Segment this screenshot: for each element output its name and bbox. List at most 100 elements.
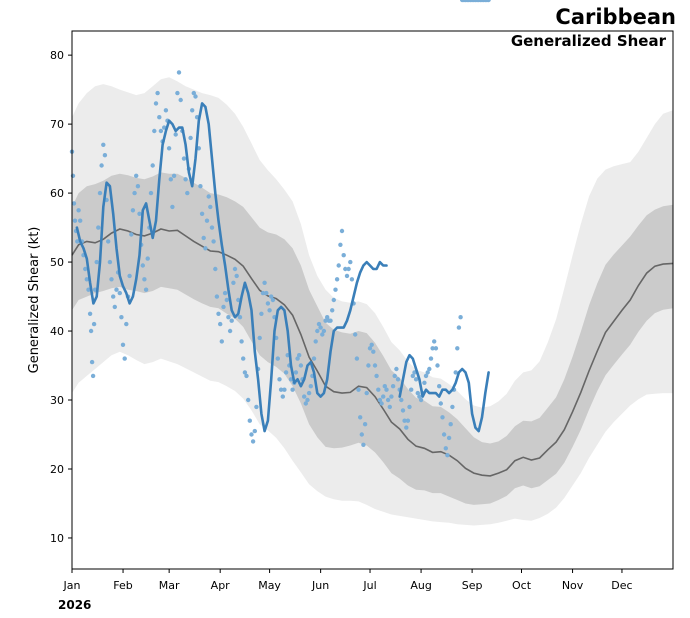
observed-point: [137, 211, 142, 216]
observed-point: [87, 311, 93, 316]
observed-point: [346, 266, 351, 272]
observed-point: [445, 453, 450, 458]
observed-point: [260, 290, 266, 296]
observed-point: [224, 297, 229, 303]
y-tick-label: 70: [50, 118, 64, 131]
observed-point: [400, 408, 406, 413]
observed-point: [204, 218, 210, 223]
observed-point: [142, 277, 147, 282]
observed-point: [213, 266, 218, 272]
observed-point: [211, 239, 216, 244]
observed-point: [259, 311, 264, 316]
observed-point: [379, 401, 384, 406]
observed-point: [157, 115, 162, 120]
observed-point: [308, 384, 313, 389]
observed-point: [72, 218, 78, 223]
observed-point: [334, 277, 340, 282]
climatology-mean-line: [71, 228, 674, 477]
observed-point: [325, 315, 330, 320]
observed-point: [369, 342, 374, 347]
observed-point: [152, 128, 157, 134]
observed-point: [119, 315, 124, 320]
observed-point: [446, 435, 452, 441]
observed-point: [427, 366, 432, 372]
observed-point: [264, 290, 269, 296]
observed-point: [193, 94, 198, 99]
observed-point: [234, 273, 239, 279]
observed-point: [173, 132, 178, 137]
observed-point: [430, 346, 435, 351]
observed-point: [181, 156, 187, 161]
observed-point: [456, 325, 462, 330]
observed-point: [107, 259, 113, 265]
observed-point: [244, 373, 249, 379]
observed-point: [277, 377, 282, 382]
observed-point: [241, 356, 246, 361]
outer-band-layer: [72, 77, 673, 526]
observed-point: [135, 184, 141, 189]
observed-point: [76, 208, 81, 213]
observed-point: [153, 101, 159, 106]
observed-point: [168, 177, 173, 182]
observed-point: [377, 397, 383, 403]
observed-point: [99, 163, 104, 168]
observed-point: [129, 232, 134, 237]
observed-point: [83, 266, 88, 272]
observed-point: [303, 401, 308, 406]
observed-point: [145, 256, 150, 261]
observed-point: [364, 390, 369, 396]
observed-point: [90, 373, 96, 379]
observed-point: [402, 418, 407, 423]
observed-point: [311, 356, 317, 361]
observed-point: [297, 353, 302, 358]
observed-point: [443, 446, 448, 451]
plot-frame: [71, 30, 674, 570]
observed-point: [423, 373, 429, 379]
observed-point: [206, 194, 211, 199]
observed-point: [134, 173, 139, 178]
observed-point: [265, 301, 271, 306]
observed-point: [84, 277, 90, 282]
observed-point: [353, 332, 358, 337]
observed-point: [102, 153, 108, 158]
observed-point: [425, 370, 430, 375]
observed-point: [143, 287, 149, 292]
chart-title: Caribbean: [555, 5, 676, 29]
x-tick-label: Mar: [159, 579, 180, 592]
y-tick-label: 30: [50, 394, 64, 407]
observed-point: [395, 377, 401, 382]
observed-point: [392, 373, 397, 379]
observed-point: [302, 394, 307, 399]
observed-point: [305, 397, 310, 403]
observed-point: [410, 373, 415, 379]
x-tick-label: Jun: [311, 579, 329, 592]
observed-point: [328, 318, 333, 323]
observed-point: [349, 277, 355, 282]
observed-point: [407, 404, 412, 410]
observed-point: [371, 349, 376, 354]
observed-point: [422, 380, 427, 385]
observed-point: [331, 297, 336, 303]
x-tick-label: Feb: [113, 579, 132, 592]
observed-point: [267, 308, 272, 313]
observed-point: [295, 356, 300, 361]
observed-point: [404, 425, 409, 430]
observed-point: [111, 294, 116, 299]
y-tick-label: 60: [50, 187, 64, 200]
observed-point: [441, 432, 447, 437]
observed-point: [86, 287, 91, 292]
observed-point: [94, 259, 99, 265]
smoothed-shear-line: [75, 102, 388, 433]
observed-point: [155, 90, 160, 96]
observed-point: [249, 432, 254, 437]
climatology-layer: [71, 228, 674, 477]
observed-point: [252, 428, 257, 434]
observed-point: [282, 387, 287, 392]
observed-point: [89, 359, 95, 365]
y-axis-label: Generalized Shear (kt): [27, 227, 42, 374]
observed-point: [315, 328, 320, 334]
observed-point: [166, 146, 172, 151]
observed-point: [183, 177, 188, 182]
observed-point: [458, 315, 463, 320]
